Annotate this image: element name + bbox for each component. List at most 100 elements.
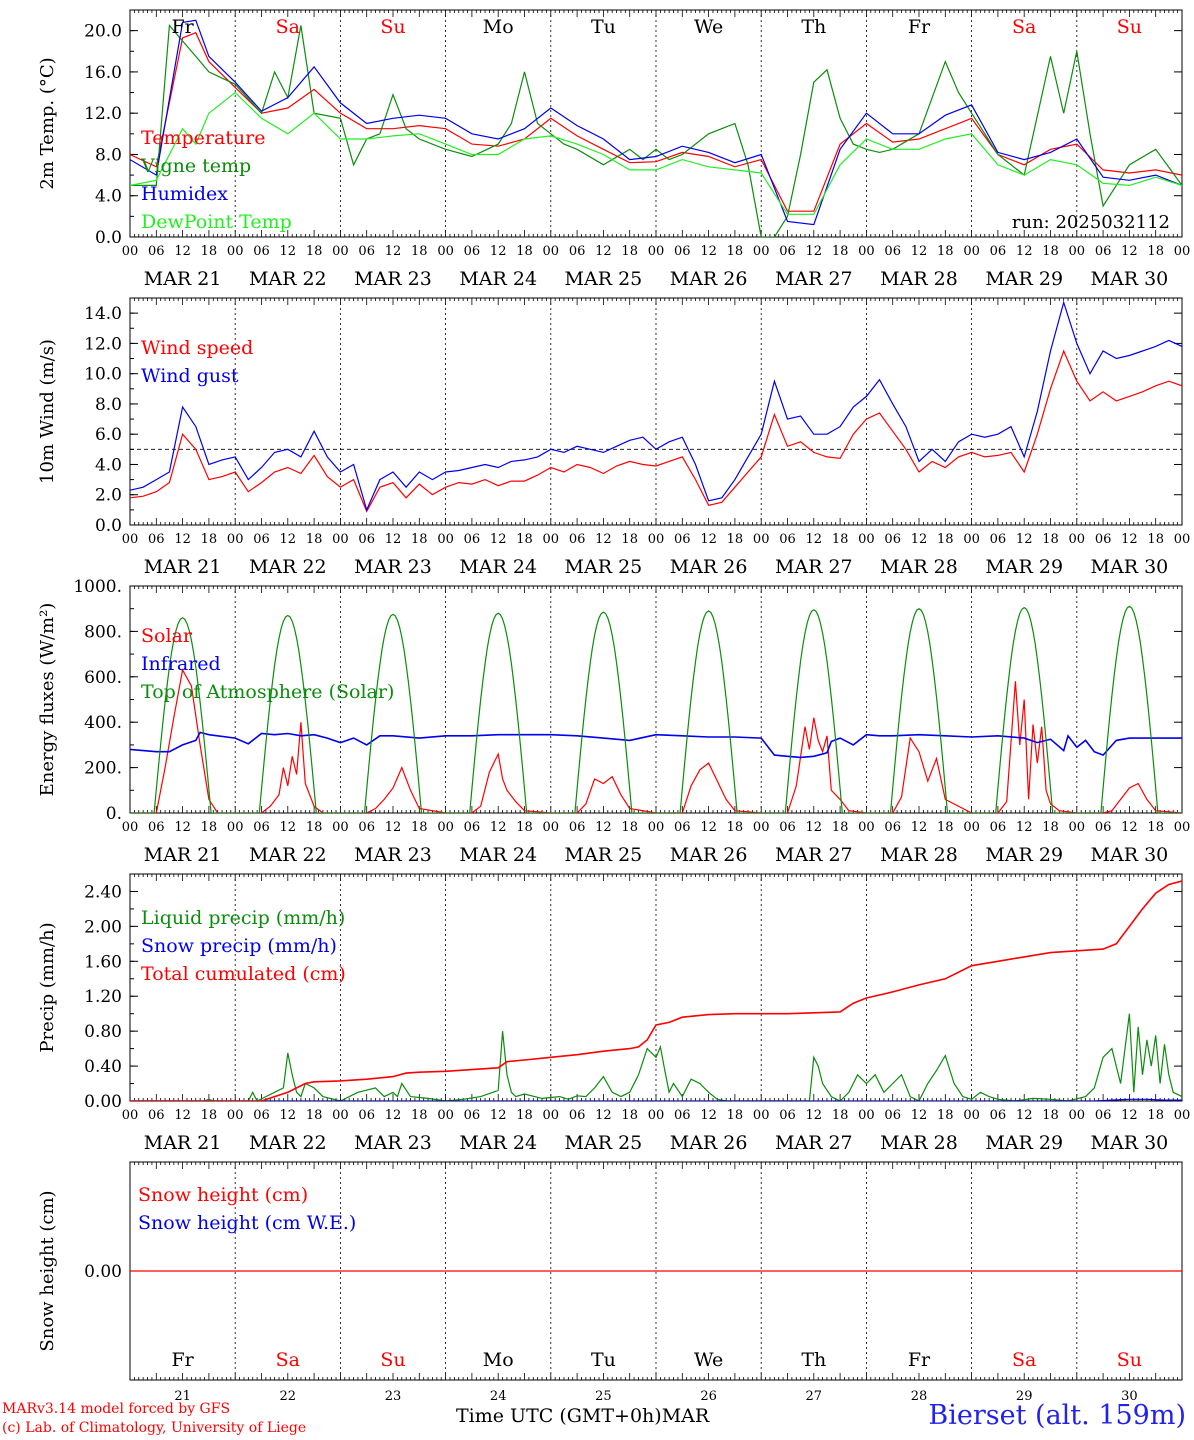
hour-tick-label: 06 [253,820,270,835]
date-label: MAR 27 [775,1132,853,1154]
y-axis-label: 2m Temp. (°C) [37,57,58,189]
y-tick-label: 0.40 [84,1057,122,1077]
hour-tick-label: 12 [1016,820,1033,835]
series-line-wind-gust [130,300,1182,512]
hour-tick-label: 00 [963,244,980,259]
hour-tick-label: 06 [253,1108,270,1123]
hour-tick-label: 06 [990,244,1007,259]
weekday-label: Su [1117,16,1142,38]
y-tick-label: 10.0 [84,365,122,385]
weekday-label: Fr [171,1349,194,1371]
day-number-label: 26 [700,1389,717,1404]
hour-tick-label: 12 [174,820,191,835]
y-tick-label: 200. [84,759,122,779]
date-label: MAR 23 [354,1132,432,1154]
legend-entry: Infrared [141,653,221,675]
hour-tick-label: 12 [174,1108,191,1123]
date-label: MAR 30 [1091,1132,1169,1154]
hour-tick-label: 18 [727,1108,744,1123]
hour-tick-label: 00 [858,820,875,835]
model-credit: MARv3.14 model forced by GFS (c) Lab. of… [2,1400,306,1438]
hour-tick-label: 12 [490,532,507,547]
hour-tick-label: 12 [595,532,612,547]
hour-tick-label: 06 [674,532,691,547]
hour-tick-label: 18 [621,244,638,259]
date-label: MAR 24 [459,844,537,866]
y-tick-label: 2.0 [95,486,122,506]
hour-tick-label: 12 [700,244,717,259]
hour-tick-label: 06 [674,820,691,835]
hour-tick-label: 00 [858,244,875,259]
weekday-label: Sa [276,16,300,38]
hour-tick-label: 00 [437,820,454,835]
hour-tick-label: 18 [621,820,638,835]
hour-tick-label: 12 [280,1108,297,1123]
date-label: MAR 27 [775,556,853,578]
plot-frame [129,9,1183,238]
day-number-label: 24 [490,1389,507,1404]
date-label: MAR 28 [880,844,958,866]
hour-tick-label: 18 [1042,532,1059,547]
series-line-solar [130,668,1182,813]
hour-tick-label: 12 [1016,532,1033,547]
hour-tick-label: 06 [779,820,796,835]
hour-tick-label: 18 [516,1108,533,1123]
hour-tick-label: 06 [569,532,586,547]
hour-tick-label: 00 [332,820,349,835]
day-number-label: 22 [280,1389,297,1404]
hour-tick-label: 06 [884,532,901,547]
series-line-liquid-precip-mm-h- [130,1013,1182,1101]
hour-tick-label: 06 [884,1108,901,1123]
date-label: MAR 22 [249,268,327,290]
series-line-dewpoint-temp [130,91,1182,215]
weekday-label: Fr [171,16,194,38]
date-label: MAR 22 [249,556,327,578]
hour-tick-label: 18 [411,532,428,547]
hour-tick-label: 00 [543,820,560,835]
hour-tick-label: 12 [1121,532,1138,547]
date-label: MAR 22 [249,1132,327,1154]
hour-tick-label: 00 [963,532,980,547]
date-label: MAR 24 [459,1132,537,1154]
date-label: MAR 25 [565,1132,643,1154]
hour-tick-label: 00 [227,820,244,835]
hour-tick-label: 18 [1147,1108,1164,1123]
date-label: MAR 22 [249,844,327,866]
hour-tick-label: 00 [1069,1108,1086,1123]
y-tick-label: 16.0 [84,63,122,83]
hour-tick-label: 06 [674,1108,691,1123]
hour-tick-label: 06 [464,532,481,547]
hour-tick-label: 06 [253,244,270,259]
y-axis-label: Snow height (cm) [37,1190,58,1351]
date-label: MAR 29 [985,844,1063,866]
legend-entry: Solar [141,625,193,647]
date-label: MAR 23 [354,556,432,578]
day-number-label: 28 [911,1389,928,1404]
hour-tick-label: 12 [174,244,191,259]
hour-tick-label: 00 [963,820,980,835]
hour-tick-label: 12 [280,532,297,547]
y-tick-label: 400. [84,713,122,733]
hour-tick-label: 00 [648,1108,665,1123]
y-tick-label: 800. [84,622,122,642]
x-axis-title: Time UTC (GMT+0h)MAR [456,1405,709,1427]
hour-tick-label: 12 [595,244,612,259]
hour-tick-label: 06 [1095,820,1112,835]
hour-tick-label: 06 [779,532,796,547]
hour-tick-label: 00 [227,1108,244,1123]
y-tick-label: 8.0 [95,395,122,415]
series-line-total-cumulated-cm- [130,880,1182,1101]
hour-tick-label: 06 [358,820,375,835]
series-line-humidex [130,19,1182,226]
day-number-label: 30 [1121,1389,1138,1404]
hour-tick-label: 12 [911,1108,928,1123]
y-tick-label: 0.0 [95,228,122,248]
series-line-temperature [130,31,1182,212]
hour-tick-label: 12 [1016,244,1033,259]
date-label: MAR 30 [1091,268,1169,290]
legend-entry: Total cumulated (cm) [141,963,346,985]
weekday-label: Fr [908,1349,931,1371]
hour-tick-label: 18 [411,1108,428,1123]
hour-tick-label: 18 [516,244,533,259]
hour-tick-label: 06 [990,1108,1007,1123]
